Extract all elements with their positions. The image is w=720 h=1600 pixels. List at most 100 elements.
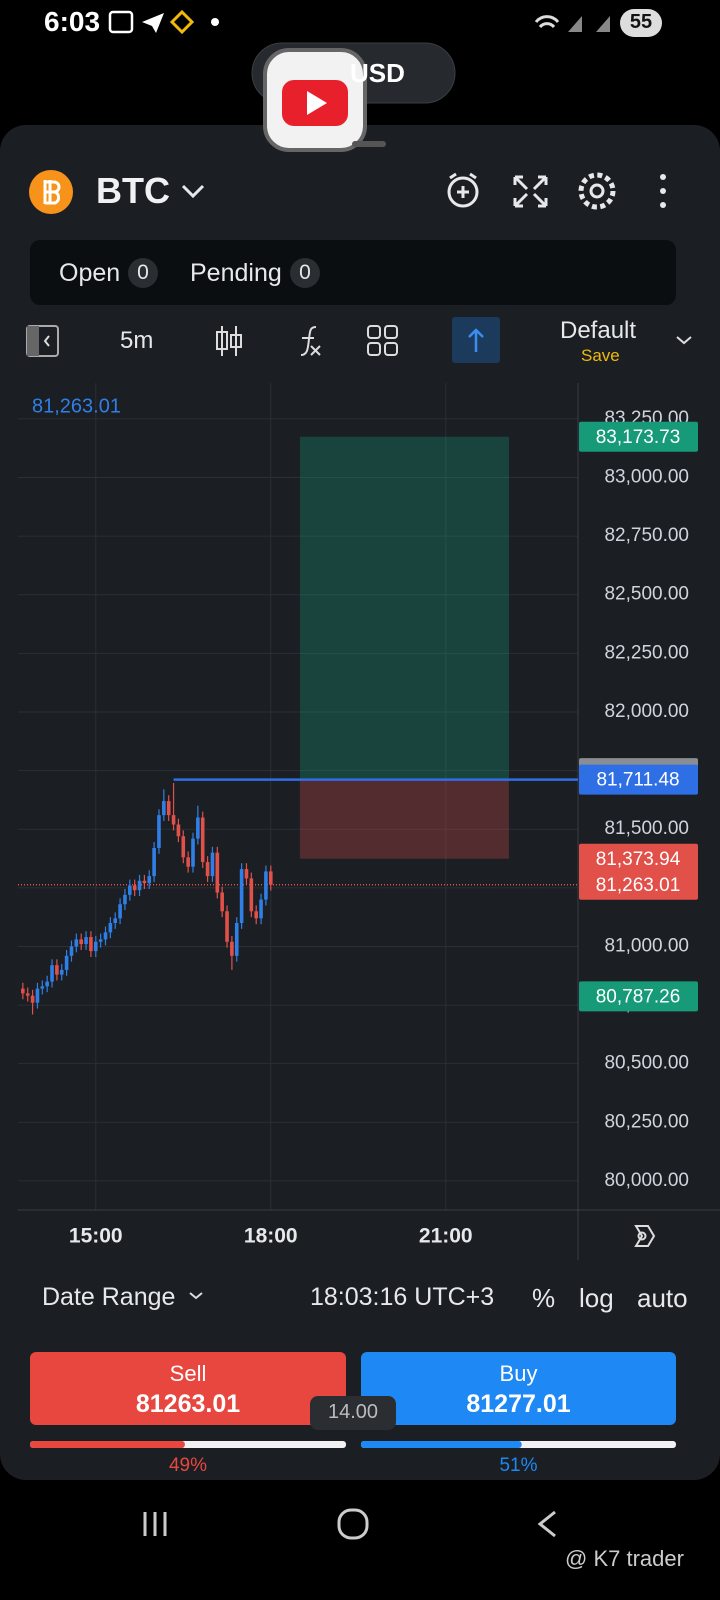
price-tag-label: 81,711.48: [596, 770, 679, 791]
interval[interactable]: 5m: [120, 327, 154, 354]
alarm-detail: [449, 172, 477, 198]
candle-body: [128, 885, 132, 895]
layout-icon: [384, 325, 398, 339]
nav-home[interactable]: [337, 1508, 369, 1540]
sell-price: 81263.01: [135, 1390, 241, 1418]
candle-body: [162, 801, 166, 816]
candle-body: [205, 862, 210, 877]
price-tag-label: 81,373.94: [596, 849, 681, 870]
price-tag-label: 81,263.01: [596, 875, 681, 896]
dropdown[interactable]: [676, 336, 692, 345]
candle-body: [55, 965, 59, 975]
price-tag-label: 83,173.73: [596, 427, 681, 448]
take-profit-zone: [299, 436, 509, 780]
save[interactable]: Save: [581, 346, 620, 365]
menu-dot: [660, 202, 666, 208]
y-tick-label: 82,500.00: [604, 584, 689, 605]
panel-toggle-fill: [27, 326, 39, 356]
layout-name[interactable]: Default: [560, 317, 637, 344]
candle-body: [64, 955, 69, 970]
status-time: 6:03: [44, 6, 101, 37]
chart-settings[interactable]: [634, 1225, 656, 1247]
buy-button[interactable]: [361, 1352, 676, 1425]
log-toggle[interactable]: log: [579, 1283, 614, 1313]
candle-body: [210, 852, 215, 877]
battery: [620, 9, 662, 37]
nav-back[interactable]: [537, 1510, 556, 1538]
candle-body: [264, 871, 268, 900]
sell-button[interactable]: [30, 1352, 346, 1425]
candle-body: [40, 986, 45, 989]
candle-body: [142, 880, 147, 884]
candle-body: [35, 988, 40, 1003]
last-price: 81,263.01: [32, 395, 121, 417]
y-tick-label: 82,000.00: [604, 701, 689, 722]
nav-recent[interactable]: [143, 1512, 167, 1536]
date-range[interactable]: Date Range: [42, 1283, 176, 1311]
candle-body: [200, 817, 205, 863]
candle-body: [30, 995, 35, 1003]
indicator-icon[interactable]: [300, 326, 321, 356]
date-range-arrow[interactable]: [189, 1292, 203, 1300]
candle-body: [25, 993, 30, 996]
spread: 14.00: [327, 1401, 379, 1423]
binance-icon: [169, 9, 195, 35]
candle-body: [171, 815, 176, 825]
candle-body: [181, 836, 186, 858]
candle-body: [220, 892, 224, 912]
nav-bar: [0, 1480, 720, 1600]
sell-label: Sell: [169, 1361, 207, 1386]
clock: 18:03:16 UTC+3: [310, 1283, 495, 1311]
pending-label[interactable]: Pending: [190, 259, 282, 287]
wifi-icon: [534, 15, 560, 29]
price-tag: [579, 843, 698, 874]
candle-body: [89, 937, 93, 952]
fullscreen-icon[interactable]: [513, 175, 548, 208]
candle-body: [98, 939, 103, 942]
layout-icon[interactable]: [367, 325, 381, 339]
menu-dot: [660, 188, 666, 194]
stop-loss-zone: [299, 779, 509, 859]
price-tag-label: 80,787.26: [596, 986, 681, 1007]
candle-body: [176, 824, 181, 837]
orders-box: [30, 240, 676, 305]
percent-toggle[interactable]: %: [532, 1283, 556, 1313]
auto-toggle[interactable]: auto: [637, 1283, 688, 1313]
signal-icon: [568, 16, 610, 32]
candle-body: [103, 932, 108, 940]
x-tick-label: 15:00: [69, 1225, 123, 1248]
menu-dot[interactable]: [660, 174, 666, 180]
price-tag: [579, 764, 698, 795]
candle-body: [215, 852, 220, 893]
price-tag: [579, 981, 698, 1012]
candle-body: [230, 941, 234, 956]
candle-icon-body: [216, 331, 228, 350]
y-tick-label: 82,250.00: [604, 642, 689, 663]
y-tick-label: 81,500.00: [604, 818, 689, 839]
candle-body: [196, 817, 200, 839]
candle-body: [147, 876, 152, 884]
candle-body: [50, 965, 54, 982]
y-tick-label: 80,250.00: [604, 1111, 689, 1132]
status-dot: [211, 18, 219, 26]
open-label[interactable]: Open: [59, 259, 121, 287]
layout-icon: [384, 342, 398, 356]
y-tick-label: 80,000.00: [604, 1170, 689, 1191]
candle-body: [74, 939, 79, 947]
candle-body: [69, 946, 74, 956]
price-tag: [579, 421, 698, 452]
candle-body: [118, 904, 122, 919]
settings-icon[interactable]: [578, 172, 616, 210]
candle-body: [123, 894, 127, 905]
candle-body: [249, 878, 254, 912]
alarm-icon[interactable]: [447, 176, 479, 208]
candle-body: [186, 857, 190, 867]
symbol[interactable]: BTC: [96, 170, 170, 211]
chevron[interactable]: [181, 184, 205, 199]
candle-body: [108, 923, 113, 933]
y-tick-label: 80,500.00: [604, 1053, 689, 1074]
badge: [128, 258, 158, 288]
buy-share: 51%: [499, 1455, 538, 1476]
share-bar: [30, 1441, 185, 1448]
